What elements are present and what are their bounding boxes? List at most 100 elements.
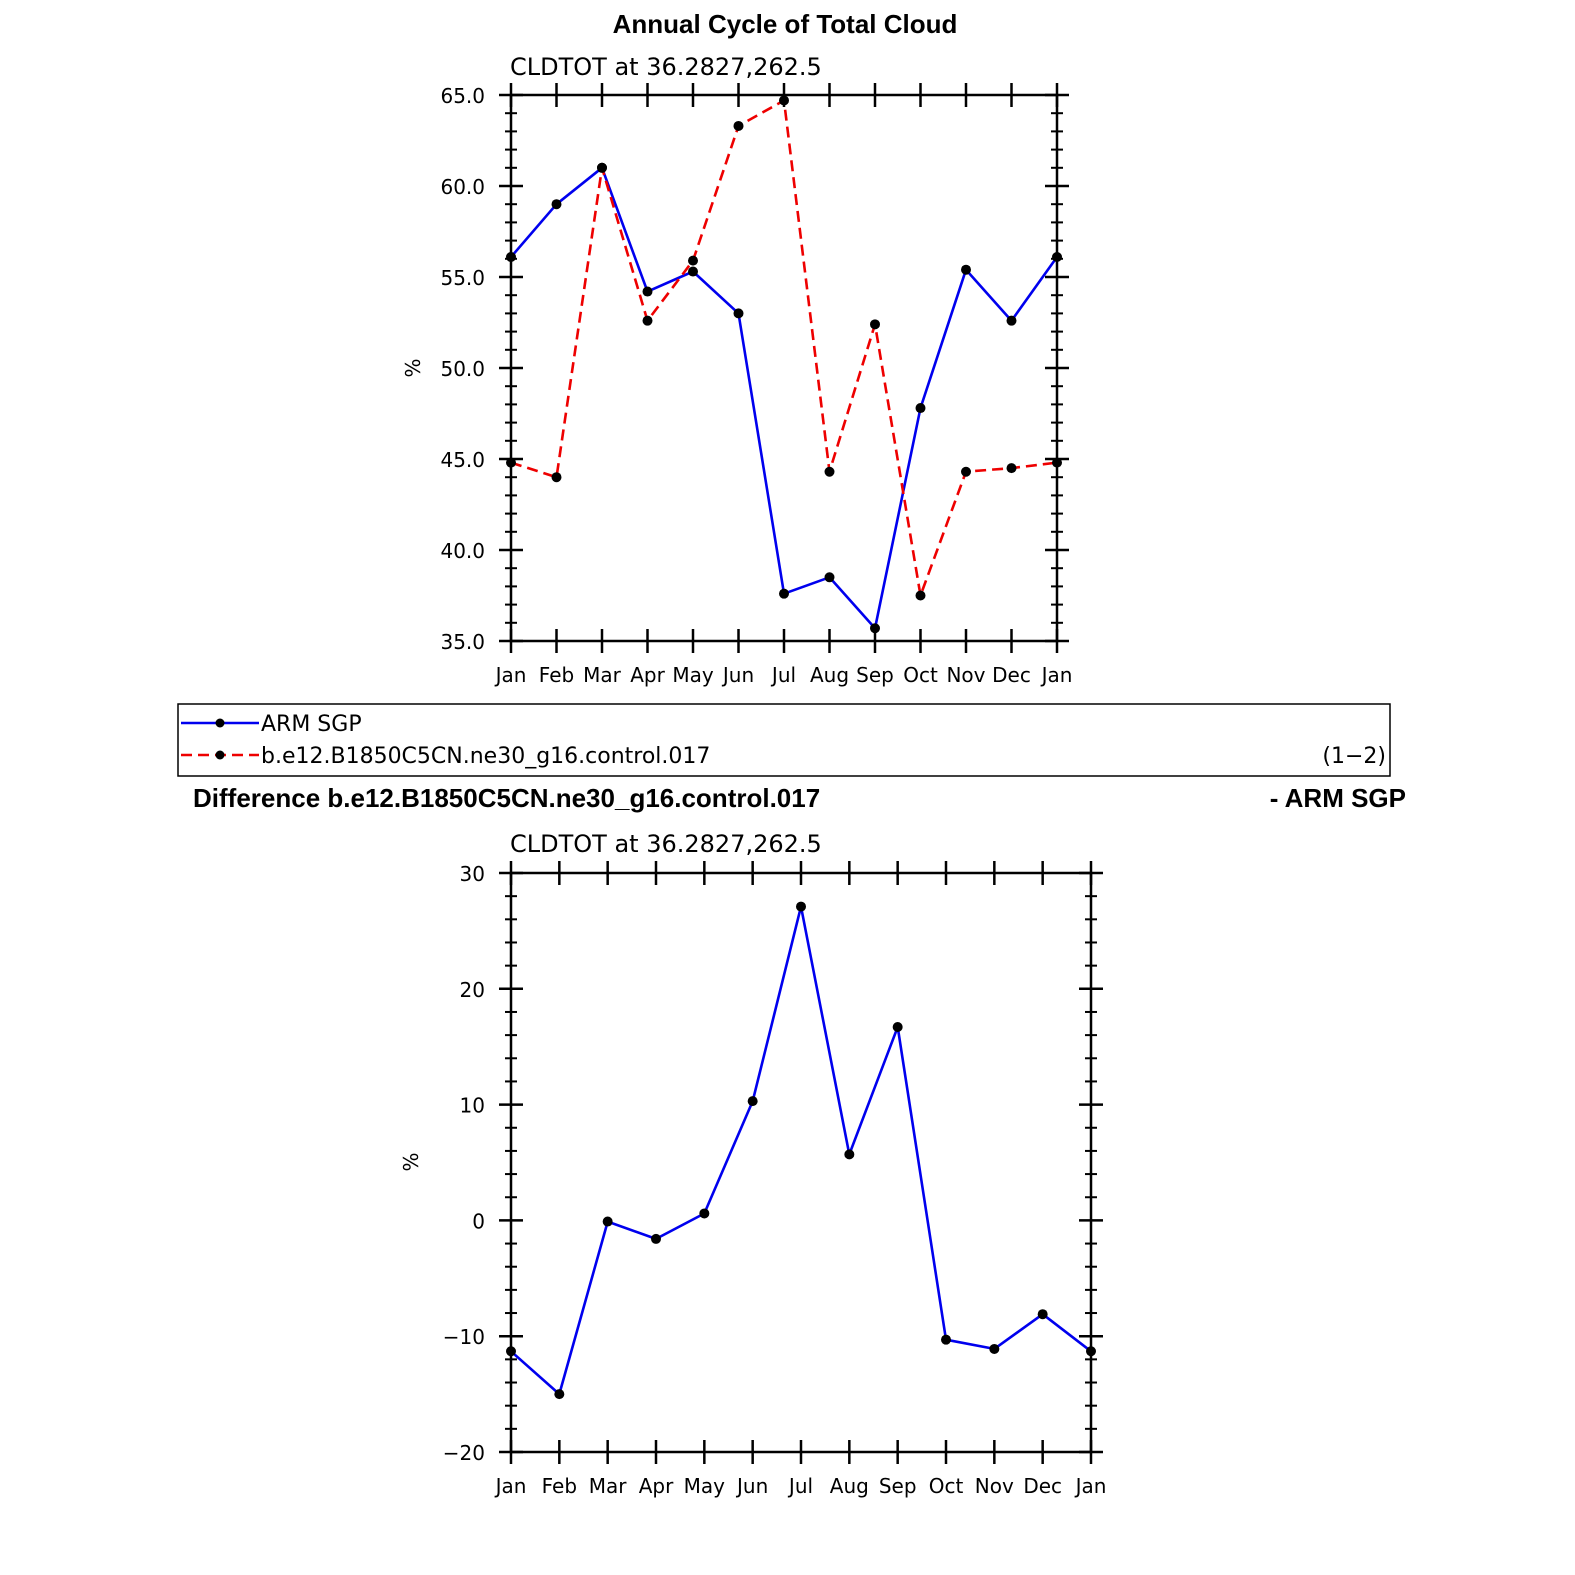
bottom-series-line-0 bbox=[510, 905, 1092, 1396]
bottom-y-tick-label: 30 bbox=[460, 862, 485, 886]
bottom-x-tick-label: Feb bbox=[542, 1474, 577, 1498]
bottom-series-0-point bbox=[989, 1343, 1000, 1354]
bottom-axes: Jan Feb Mar Apr May Jun Jul Aug Sep Oct Nov Dec Jan−… bbox=[443, 861, 1106, 1498]
bottom-x-tick-label: Jul bbox=[787, 1474, 813, 1498]
top-series-1-point bbox=[961, 466, 971, 477]
top-x-tick-label: Jul bbox=[770, 663, 796, 687]
top-series-1-point bbox=[506, 457, 516, 468]
top-x-tick-label: Dec bbox=[992, 663, 1031, 687]
bottom-series-0-point bbox=[651, 1233, 661, 1244]
bottom-series-0-point bbox=[602, 1216, 613, 1227]
top-axes: Jan Feb Mar Apr May Jun Jul Aug Sep Oct Nov Dec Jan 3… bbox=[440, 83, 1072, 687]
top-series-1-point bbox=[597, 162, 607, 173]
legend-panel-label: (1−2) bbox=[1322, 744, 1386, 769]
top-series-1-point bbox=[733, 120, 744, 131]
top-y-tick-label: 55.0 bbox=[440, 266, 485, 290]
bottom-series-0-point bbox=[506, 1346, 516, 1357]
top-series-0-point bbox=[506, 251, 516, 262]
top-series-0-point bbox=[551, 199, 562, 210]
bottom-series-0-point bbox=[892, 1022, 903, 1033]
bottom-series-0-point bbox=[796, 901, 806, 912]
top-series-0-point bbox=[824, 572, 835, 583]
bottom-y-tick-label: 0 bbox=[472, 1209, 485, 1233]
top-series-0-point bbox=[1052, 251, 1062, 262]
top-series-0-point bbox=[688, 266, 698, 277]
difference-title-left: Difference b.e12.B1850C5CN.ne30_g16.cont… bbox=[193, 783, 820, 813]
top-panel: CLDTOT at 36.2827,262.5 % Jan Feb Mar Apr Ma… bbox=[401, 53, 1072, 687]
bottom-series-layer bbox=[506, 901, 1096, 1400]
legend-label-model: b.e12.B1850C5CN.ne30_g16.control.017 bbox=[261, 744, 710, 769]
top-x-tick-label: Mar bbox=[583, 663, 622, 687]
top-series-0-point bbox=[870, 623, 880, 634]
top-series-0-point bbox=[915, 403, 926, 414]
top-y-axis-label: % bbox=[401, 358, 425, 377]
top-x-tick-label: Sep bbox=[856, 663, 894, 687]
top-y-tick-label: 45.0 bbox=[440, 448, 485, 472]
bottom-plot-frame bbox=[509, 871, 1093, 1454]
bottom-x-tick-label: Oct bbox=[929, 1474, 964, 1498]
top-series-1-point bbox=[870, 319, 880, 330]
top-x-tick-label: Nov bbox=[946, 663, 985, 687]
top-y-tick-label: 65.0 bbox=[440, 84, 485, 108]
top-x-tick-label: Apr bbox=[630, 663, 665, 687]
bottom-x-tick-label: May bbox=[684, 1474, 726, 1498]
top-series-1-point bbox=[688, 255, 698, 266]
top-plot-frame bbox=[509, 93, 1059, 643]
top-series-1-point bbox=[1052, 457, 1062, 468]
top-x-tick-label: Jan bbox=[494, 663, 527, 687]
main-title: Annual Cycle of Total Cloud bbox=[613, 9, 958, 39]
top-series-0-point bbox=[1006, 315, 1017, 326]
top-panel-subtitle: CLDTOT at 36.2827,262.5 bbox=[510, 53, 822, 81]
top-series-layer bbox=[506, 95, 1062, 634]
top-series-1-point bbox=[1006, 463, 1017, 474]
legend-marker-arm-sgp bbox=[215, 718, 225, 728]
top-series-0-point bbox=[733, 308, 744, 319]
top-x-tick-label: Jan bbox=[1040, 663, 1073, 687]
top-series-1-point bbox=[824, 466, 835, 477]
bottom-series-0-point bbox=[699, 1208, 710, 1219]
bottom-y-tick-label: −10 bbox=[443, 1325, 485, 1349]
bottom-series-0-point bbox=[1037, 1309, 1048, 1320]
top-x-tick-label: May bbox=[672, 663, 714, 687]
top-series-0-point bbox=[779, 588, 789, 599]
top-x-tick-label: Feb bbox=[539, 663, 574, 687]
top-series-0-point bbox=[961, 264, 971, 275]
legend: ARM SGP b.e12.B1850C5CN.ne30_g16.control… bbox=[177, 703, 1391, 777]
top-series-0-point bbox=[642, 286, 653, 297]
bottom-x-tick-label: Jun bbox=[735, 1474, 768, 1498]
bottom-series-0-point bbox=[1086, 1346, 1096, 1357]
legend-marker-model bbox=[215, 750, 225, 760]
top-x-tick-label: Oct bbox=[903, 663, 938, 687]
legend-label-arm-sgp: ARM SGP bbox=[261, 712, 362, 737]
bottom-y-tick-label: −20 bbox=[443, 1441, 485, 1465]
top-y-tick-label: 35.0 bbox=[440, 630, 485, 654]
top-y-tick-label: 40.0 bbox=[440, 539, 485, 563]
bottom-y-tick-label: 20 bbox=[460, 978, 485, 1002]
top-x-tick-label: Jun bbox=[721, 663, 754, 687]
bottom-x-tick-label: Mar bbox=[589, 1474, 628, 1498]
top-series-1-point bbox=[551, 472, 562, 483]
top-series-1-point bbox=[915, 590, 926, 601]
top-series-1-point bbox=[779, 95, 789, 106]
top-x-tick-label: Aug bbox=[810, 663, 849, 687]
difference-title-right: - ARM SGP bbox=[1270, 783, 1406, 813]
bottom-panel-subtitle: CLDTOT at 36.2827,262.5 bbox=[510, 830, 822, 858]
bottom-panel: CLDTOT at 36.2827,262.5 % Jan Feb Mar Apr Ma… bbox=[399, 830, 1106, 1498]
bottom-series-0-point bbox=[554, 1389, 565, 1400]
bottom-x-tick-label: Apr bbox=[639, 1474, 674, 1498]
bottom-x-tick-label: Aug bbox=[830, 1474, 869, 1498]
bottom-x-tick-label: Sep bbox=[879, 1474, 917, 1498]
bottom-y-axis-label: % bbox=[399, 1152, 423, 1171]
bottom-series-0-point bbox=[844, 1149, 855, 1160]
legend-frame bbox=[177, 703, 1391, 777]
bottom-series-0-point bbox=[941, 1334, 951, 1345]
top-y-tick-label: 50.0 bbox=[440, 357, 485, 381]
top-y-tick-label: 60.0 bbox=[440, 175, 485, 199]
top-series-1-point bbox=[642, 315, 653, 326]
bottom-y-tick-label: 10 bbox=[460, 1094, 485, 1118]
bottom-x-tick-label: Nov bbox=[975, 1474, 1014, 1498]
bottom-x-tick-label: Dec bbox=[1023, 1474, 1062, 1498]
bottom-series-0-point bbox=[747, 1096, 758, 1107]
